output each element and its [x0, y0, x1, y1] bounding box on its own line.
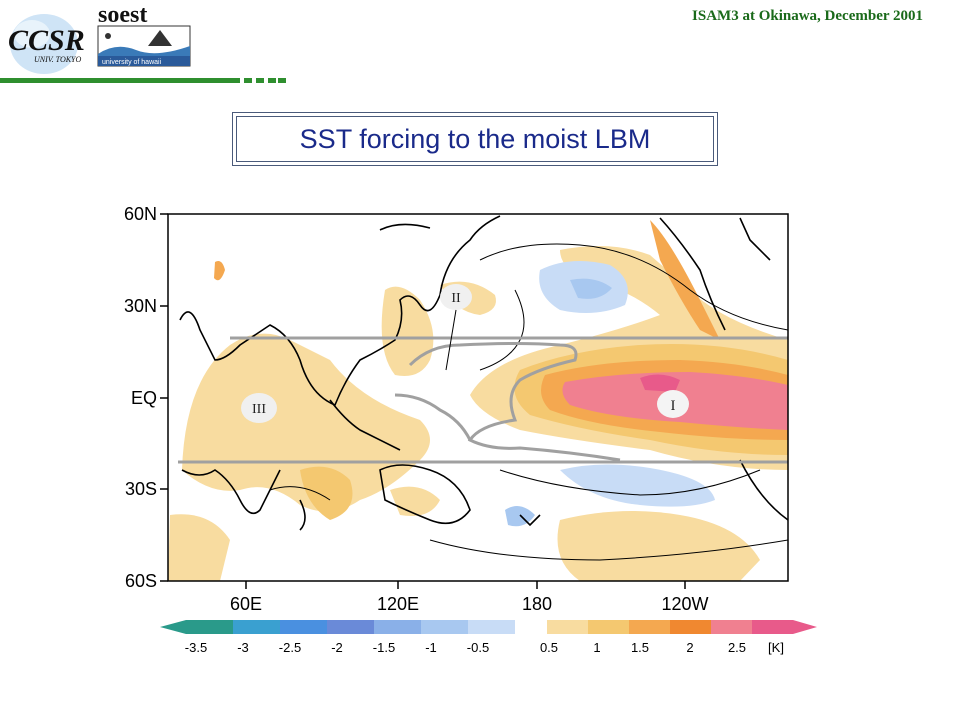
soest-logo-subtext: university of hawaii: [102, 59, 162, 66]
colorbar-label-negative: -0.5: [467, 640, 489, 655]
colorbar-label-positive: 1.5: [631, 640, 649, 655]
forcing-region-lines: [178, 336, 788, 464]
colorbar-label-positive: 0.5: [540, 640, 558, 655]
colorbar-arrow-negative: [160, 620, 186, 634]
colorbar-label-negative: -1: [425, 640, 437, 655]
slide-title-box: SST forcing to the moist LBM: [232, 112, 718, 166]
lon-label-120e: 120E: [377, 594, 419, 614]
soest-logo: soest university of hawaii: [96, 2, 194, 70]
colorbar-positive-segment: [711, 620, 752, 634]
lat-label-eq: EQ: [131, 388, 157, 408]
contour-lines: [269, 243, 788, 561]
colorbar-positive-segment: [547, 620, 588, 634]
colorbar-negative-segment: [421, 620, 468, 634]
longitude-labels: 60E 120E 180 120W: [230, 594, 709, 614]
colorbar-positive-segment: [588, 620, 629, 634]
region-label-I: I: [671, 398, 676, 414]
lon-label-60e: 60E: [230, 594, 262, 614]
colorbar-negative-segment: [374, 620, 421, 634]
region-label-II: II: [451, 291, 461, 306]
colorbar-negative-segment: [186, 620, 233, 634]
colorbar-label-negative: -2.5: [279, 640, 301, 655]
colorbar-unit: [K]: [768, 640, 784, 655]
region-marker-I: I: [657, 390, 689, 418]
presentation-header-title: ISAM3 at Okinawa, December 2001: [692, 8, 923, 24]
colorbar-negative-segment: [327, 620, 374, 634]
soest-logo-text: soest: [98, 2, 147, 28]
header-rule-dashes: [232, 78, 286, 83]
colorbar-label-positive: 2: [686, 640, 693, 655]
ccsr-logo-text: CCSR: [8, 24, 85, 57]
ccsr-logo-subtext: UNIV. TOKYO: [34, 55, 82, 64]
colorbar-positive-segment: [752, 620, 793, 634]
slide-title: SST forcing to the moist LBM: [299, 123, 651, 154]
coastlines: [179, 215, 788, 531]
colorbar-positive-segment: [629, 620, 670, 634]
latitude-labels: 60N 30N EQ 30S 60S: [124, 204, 157, 591]
colorbar-label-positive: 1: [593, 640, 600, 655]
header-rule: [0, 78, 232, 83]
lon-label-180: 180: [522, 594, 552, 614]
colorbar: -3.5 -3 -2.5 -2 -1.5 -1 -0.5 0.5 1 1.5 2 2.5 [K]: [160, 620, 817, 655]
colorbar-negative-segment: [280, 620, 327, 634]
lat-label-60s: 60S: [125, 571, 157, 591]
colorbar-label-negative: -3.5: [185, 640, 207, 655]
lat-label-30n: 30N: [124, 296, 157, 316]
lon-label-120w: 120W: [661, 594, 708, 614]
lat-label-30s: 30S: [125, 479, 157, 499]
ccsr-logo: CCSR UNIV. TOKYO: [4, 4, 96, 74]
axis-ticks: [160, 213, 686, 589]
colorbar-negative-segment: [233, 620, 280, 634]
colorbar-arrow-positive: [793, 620, 817, 634]
colorbar-label-positive: 2.5: [728, 640, 746, 655]
colorbar-positive-segment: [670, 620, 711, 634]
colorbar-label-negative: -1.5: [373, 640, 395, 655]
region-marker-III: III: [241, 393, 277, 423]
region-label-III: III: [252, 402, 266, 417]
colorbar-label-negative: -2: [331, 640, 343, 655]
lat-label-60n: 60N: [124, 204, 157, 224]
region-marker-II: II: [440, 284, 472, 371]
colorbar-negative-segment: [468, 620, 515, 634]
colorbar-label-negative: -3: [237, 640, 249, 655]
